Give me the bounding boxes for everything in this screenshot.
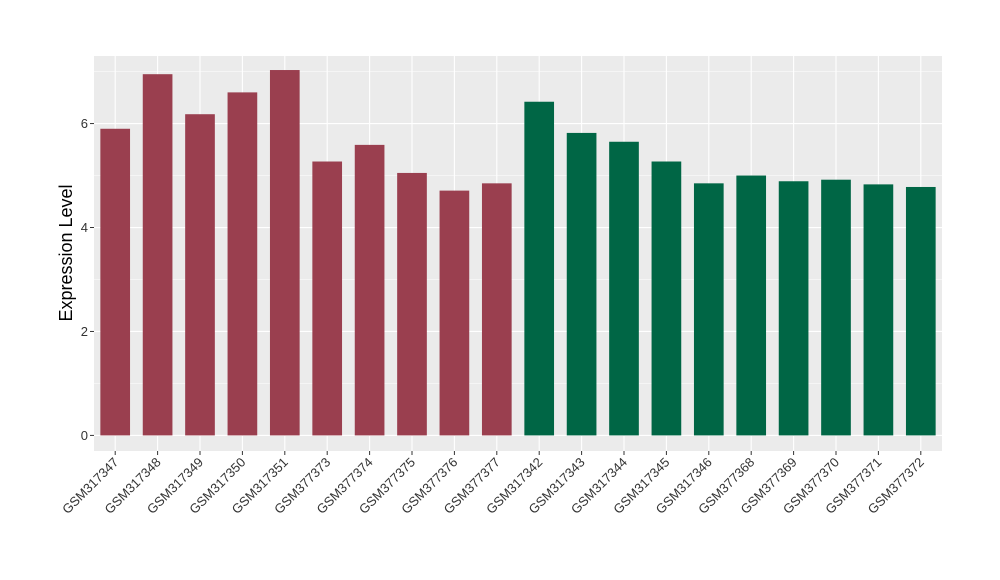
bar-GSM317343 [566, 132, 597, 436]
bar-GSM377371 [863, 184, 894, 436]
y-axis: 0 2 4 6 [81, 116, 94, 443]
y-tick-label: 0 [81, 428, 88, 443]
bar-GSM377370 [821, 179, 851, 436]
bar-GSM377375 [397, 172, 427, 436]
bar-GSM317346 [693, 183, 724, 436]
bar-GSM317350 [227, 92, 258, 436]
bar-GSM317351 [269, 70, 300, 436]
bar-GSM317344 [609, 141, 639, 436]
y-tick-label: 2 [81, 324, 88, 339]
bar-GSM317342 [524, 101, 555, 436]
bars [100, 70, 936, 436]
bar-GSM317349 [185, 114, 215, 436]
bar-GSM317348 [142, 74, 173, 436]
plot-panel [94, 56, 942, 451]
bar-GSM317347 [100, 128, 131, 436]
y-axis-title: Expression Level [56, 184, 76, 321]
y-tick-label: 4 [81, 220, 88, 235]
bar-GSM377369 [778, 181, 809, 436]
bar-GSM377372 [905, 186, 936, 436]
bar-GSM377373 [312, 161, 343, 436]
x-axis: GSM317347GSM317348GSM317349GSM317350GSM3… [59, 451, 927, 517]
bar-GSM377368 [736, 175, 767, 436]
bar-GSM377377 [481, 183, 512, 436]
y-tick-label: 6 [81, 116, 88, 131]
bar-GSM317345 [651, 161, 682, 436]
bar-GSM377374 [354, 144, 385, 436]
bar-GSM377376 [439, 190, 470, 436]
